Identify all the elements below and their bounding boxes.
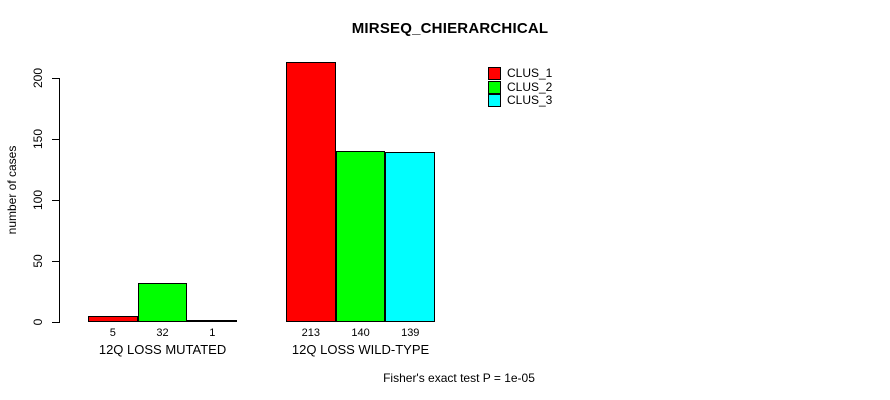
group-label-12q-loss-mutated: 12Q LOSS MUTATED [98, 342, 227, 357]
value-label-clus-3-12q-loss-wild-type: 139 [401, 327, 420, 339]
value-label-clus-3-12q-loss-mutated: 1 [209, 327, 216, 339]
bar-clus-2-12q-loss-mutated [137, 283, 188, 322]
y-tick-100 [52, 200, 59, 201]
legend-swatch-clus-3 [488, 94, 501, 107]
y-tick-150 [52, 139, 59, 140]
pvalue-note: Fisher's exact test P = 1e-05 [383, 371, 535, 385]
value-label-clus-1-12q-loss-mutated: 5 [109, 327, 116, 339]
y-tick-label-50: 50 [31, 254, 45, 268]
value-label-clus-1-12q-loss-wild-type: 213 [301, 327, 321, 339]
y-tick-label-0: 0 [31, 318, 45, 326]
value-label-clus-2-12q-loss-wild-type: 140 [351, 327, 370, 339]
chart-title: MIRSEQ_CHIERARCHICAL [351, 20, 549, 37]
bar-clus-2-12q-loss-wild-type [335, 151, 386, 322]
legend-label-clus-2: CLUS_2 [507, 79, 553, 94]
value-label-clus-2-12q-loss-mutated: 32 [156, 327, 169, 339]
legend-swatch-clus-2 [488, 80, 501, 94]
legend-label-clus-3: CLUS_3 [507, 93, 553, 107]
y-axis-line [59, 78, 60, 323]
group-label-12q-loss-wild-type: 12Q LOSS WILD-TYPE [291, 342, 430, 357]
y-tick-200 [52, 78, 59, 79]
y-tick-label-200: 200 [31, 67, 45, 89]
y-axis-label: number of cases [5, 145, 19, 235]
y-tick-label-100: 100 [31, 189, 45, 211]
bar-clus-1-12q-loss-mutated [88, 316, 138, 322]
y-tick-0 [52, 322, 59, 323]
bar-clus-3-12q-loss-wild-type [385, 152, 436, 322]
y-tick-50 [52, 261, 59, 262]
bar-clus-1-12q-loss-wild-type [286, 62, 336, 322]
legend-label-clus-1: CLUS_1 [507, 66, 553, 80]
bar-clus-3-12q-loss-mutated [187, 320, 238, 322]
y-tick-label-150: 150 [31, 128, 45, 150]
legend-swatch-clus-1 [488, 67, 501, 80]
